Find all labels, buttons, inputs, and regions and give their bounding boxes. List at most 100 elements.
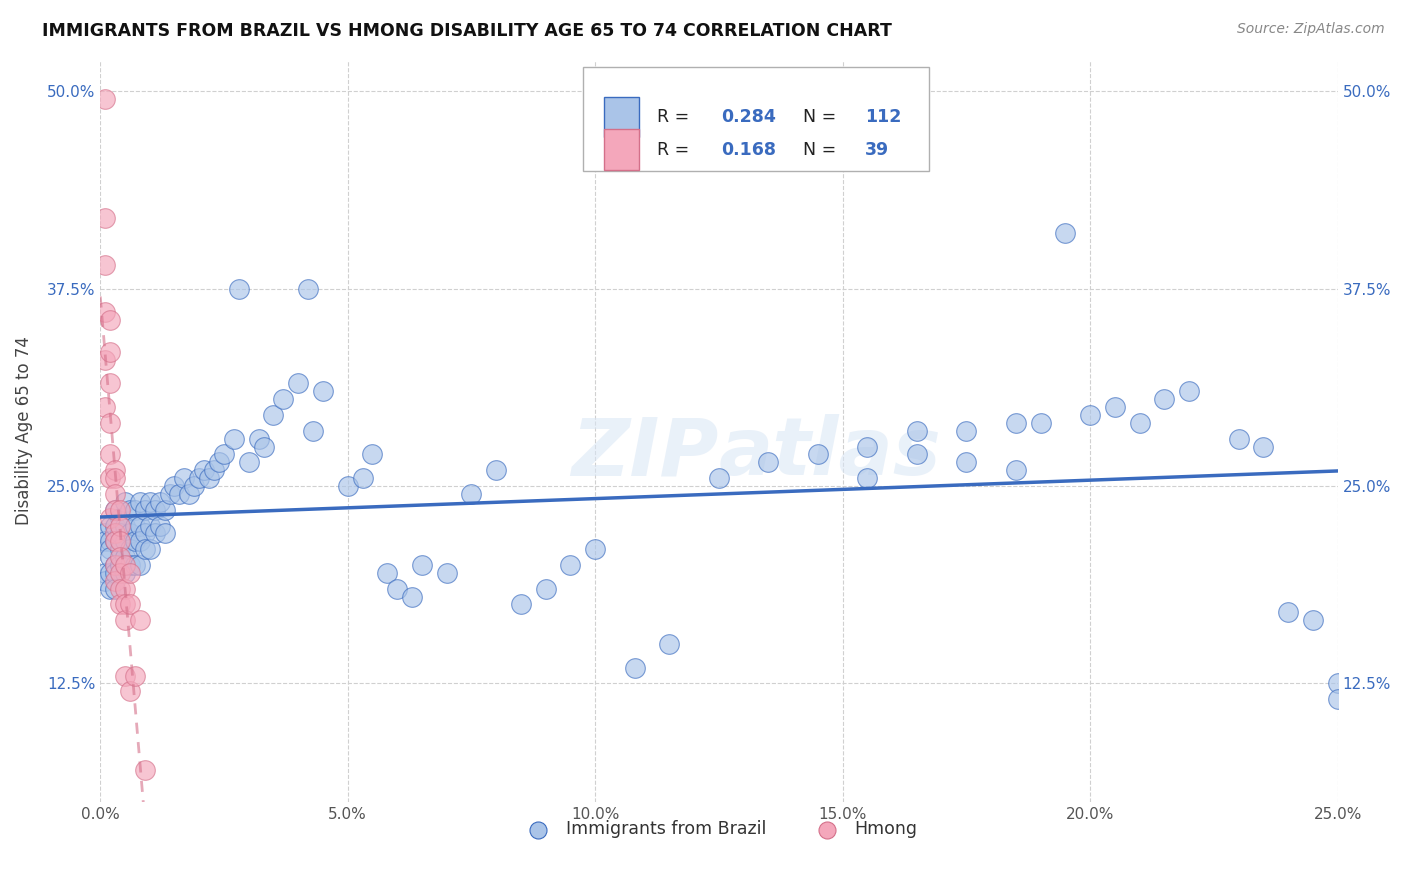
Point <box>163 479 186 493</box>
Point <box>118 684 141 698</box>
Point <box>94 400 117 414</box>
Point <box>169 487 191 501</box>
Text: atlas: atlas <box>718 414 942 492</box>
Point <box>1153 392 1175 407</box>
Point <box>104 574 127 588</box>
Point <box>108 534 131 549</box>
Point <box>94 211 117 225</box>
Point <box>104 558 127 572</box>
Point <box>460 487 482 501</box>
Point <box>198 471 221 485</box>
Point <box>108 518 131 533</box>
Point <box>247 432 270 446</box>
Point <box>98 518 121 533</box>
Text: R =: R = <box>657 141 695 159</box>
Text: 0.284: 0.284 <box>721 108 776 126</box>
Point <box>173 471 195 485</box>
Point <box>1104 400 1126 414</box>
Point <box>139 518 162 533</box>
Text: Source: ZipAtlas.com: Source: ZipAtlas.com <box>1237 22 1385 37</box>
Point <box>94 352 117 367</box>
Point <box>312 384 335 399</box>
FancyBboxPatch shape <box>583 67 929 171</box>
Point <box>108 542 131 557</box>
Point <box>583 542 606 557</box>
Point <box>273 392 295 407</box>
Point <box>263 408 285 422</box>
Point <box>98 566 121 580</box>
Point <box>401 590 423 604</box>
Point <box>560 558 582 572</box>
Point <box>98 510 121 524</box>
Point <box>436 566 458 580</box>
Point <box>128 558 150 572</box>
Point <box>108 558 131 572</box>
Point <box>124 668 146 682</box>
Point <box>104 582 127 596</box>
Point <box>336 479 359 493</box>
Point <box>159 487 181 501</box>
Point <box>1326 692 1348 706</box>
Point <box>104 502 127 516</box>
Point <box>114 582 136 596</box>
Point <box>98 416 121 430</box>
Point <box>114 495 136 509</box>
Point <box>108 502 131 516</box>
Point <box>179 487 201 501</box>
Point <box>114 550 136 565</box>
Point <box>94 258 117 272</box>
Point <box>104 566 127 580</box>
Point <box>510 598 533 612</box>
Point <box>387 582 409 596</box>
Point <box>139 542 162 557</box>
Point <box>104 487 127 501</box>
Text: N =: N = <box>803 108 842 126</box>
Point <box>149 495 172 509</box>
Point <box>94 92 117 106</box>
Point <box>252 440 274 454</box>
Point <box>118 502 141 516</box>
Point <box>114 613 136 627</box>
Point <box>361 447 384 461</box>
Point <box>302 424 325 438</box>
Point <box>1078 408 1101 422</box>
Point <box>124 502 146 516</box>
FancyBboxPatch shape <box>603 96 638 137</box>
Point <box>98 534 121 549</box>
Point <box>124 558 146 572</box>
Point <box>208 455 231 469</box>
Point <box>134 502 156 516</box>
Point <box>905 447 928 461</box>
Point <box>114 598 136 612</box>
Point <box>108 582 131 596</box>
Point <box>114 518 136 533</box>
Point <box>114 534 136 549</box>
Point <box>104 502 127 516</box>
Point <box>188 471 211 485</box>
Point <box>1227 432 1250 446</box>
Point <box>108 566 131 580</box>
Point <box>1277 606 1299 620</box>
Text: N =: N = <box>803 141 842 159</box>
Point <box>94 534 117 549</box>
Point <box>758 455 780 469</box>
Point <box>134 542 156 557</box>
Point <box>807 447 830 461</box>
Point <box>104 558 127 572</box>
Point <box>104 463 127 477</box>
Point <box>1005 416 1028 430</box>
Point <box>352 471 374 485</box>
Point <box>118 566 141 580</box>
Point <box>149 518 172 533</box>
Text: 39: 39 <box>865 141 889 159</box>
Point <box>118 558 141 572</box>
Point <box>856 440 879 454</box>
Point <box>222 432 245 446</box>
Point <box>128 613 150 627</box>
Point <box>114 668 136 682</box>
Point <box>118 598 141 612</box>
Point <box>118 542 141 557</box>
Point <box>1326 676 1348 690</box>
Point <box>124 534 146 549</box>
Point <box>905 424 928 438</box>
